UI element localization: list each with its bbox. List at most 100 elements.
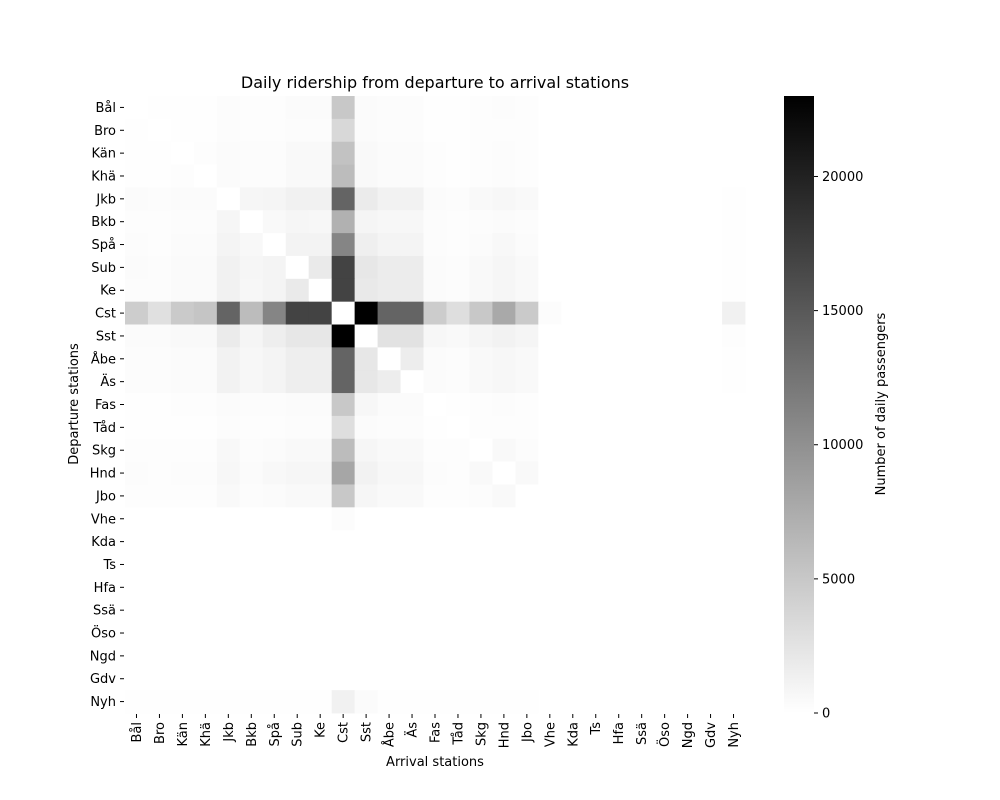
x-axis-ticks: Bål Bro Kän Khä Jkb Bkb Spå Sub Ke Cst Sst Åbe Äs Fas…	[130, 714, 742, 748]
heatmap-cell	[469, 278, 493, 303]
heatmap-cell	[630, 393, 654, 417]
heatmap-cell	[469, 598, 493, 622]
heatmap-cell	[331, 233, 356, 257]
heatmap-cell	[262, 141, 287, 165]
y-tick-label: Skg	[92, 444, 116, 459]
heatmap-cell	[446, 210, 470, 234]
heatmap-cell	[676, 507, 700, 531]
heatmap-cell	[722, 598, 746, 622]
heatmap-cell	[630, 553, 654, 577]
heatmap-cell	[607, 644, 631, 668]
heatmap-cell	[722, 301, 746, 325]
heatmap-cell	[377, 644, 401, 668]
heatmap-cell	[193, 187, 218, 211]
heatmap-cell	[262, 278, 287, 303]
heatmap-cell	[262, 553, 287, 577]
heatmap-cell	[125, 644, 149, 668]
heatmap-cell	[239, 644, 264, 668]
heatmap-cell	[354, 438, 378, 463]
y-tick-label: Ngd	[90, 649, 116, 664]
x-tick-label: Kän	[176, 722, 191, 747]
heatmap-cell	[262, 690, 287, 714]
y-tick-label: Åbe	[91, 351, 116, 367]
heatmap-cell	[216, 393, 241, 417]
heatmap-cell	[630, 141, 654, 165]
heatmap-cell	[699, 278, 723, 303]
heatmap-cell	[193, 393, 218, 417]
heatmap-cell	[285, 621, 310, 645]
heatmap-cell	[193, 324, 218, 348]
heatmap-cell	[308, 278, 333, 303]
heatmap-cell	[630, 324, 654, 348]
heatmap-cell	[125, 118, 149, 143]
heatmap-cell	[722, 393, 746, 417]
heatmap-cell	[125, 370, 149, 394]
heatmap-cell	[285, 96, 310, 120]
heatmap-cell	[492, 598, 516, 622]
heatmap-cell	[423, 233, 447, 257]
heatmap-cell	[262, 233, 287, 257]
heatmap-cell	[193, 461, 218, 485]
heatmap-cell	[400, 255, 424, 280]
heatmap-cell	[377, 461, 401, 485]
colorbar-tick-label: 5000	[822, 572, 855, 587]
heatmap-cell	[538, 621, 562, 645]
heatmap-cell	[262, 621, 287, 645]
heatmap-cell	[285, 438, 310, 463]
heatmap-cell	[216, 255, 241, 280]
heatmap-cell	[676, 278, 700, 303]
heatmap-cell	[722, 438, 746, 463]
y-tick-label: Tåd	[92, 421, 116, 436]
heatmap-cell	[653, 187, 677, 211]
heatmap-cell	[400, 667, 424, 691]
heatmap-cell	[653, 598, 677, 622]
y-axis-label: Departure stations	[67, 343, 82, 465]
heatmap-cell	[722, 96, 746, 120]
heatmap-cell	[423, 96, 447, 120]
heatmap-cell	[538, 690, 562, 714]
heatmap-cell	[239, 530, 264, 554]
heatmap-cell	[400, 164, 424, 188]
heatmap-cell	[354, 233, 378, 257]
x-tick-label: Gdv	[704, 722, 719, 748]
heatmap-cell	[377, 233, 401, 257]
heatmap-cell	[653, 278, 677, 303]
heatmap-cell	[170, 301, 195, 325]
colorbar-tick-label: 10000	[822, 438, 863, 453]
heatmap-cell	[147, 164, 172, 188]
heatmap-cell	[722, 415, 746, 440]
heatmap-cell	[446, 667, 470, 691]
heatmap-cell	[400, 210, 424, 234]
heatmap-cell	[469, 621, 493, 645]
heatmap-cell	[699, 347, 723, 371]
x-tick-label: Ts	[589, 722, 604, 736]
heatmap-cell	[561, 370, 585, 394]
heatmap-cell	[469, 255, 493, 280]
heatmap-cell	[653, 667, 677, 691]
colorbar-tick-label: 20000	[822, 170, 863, 185]
heatmap-cell	[630, 255, 654, 280]
heatmap-cell	[515, 507, 539, 531]
heatmap-cell	[492, 324, 516, 348]
y-tick-label: Ssä	[93, 604, 116, 619]
heatmap-cell	[722, 461, 746, 485]
heatmap-cell	[400, 187, 424, 211]
heatmap-cell	[308, 96, 333, 120]
heatmap-cell	[354, 210, 378, 234]
heatmap-cell	[125, 324, 149, 348]
heatmap-cell	[125, 461, 149, 485]
heatmap-cell	[216, 621, 241, 645]
heatmap-cell	[699, 324, 723, 348]
heatmap-cell	[262, 255, 287, 280]
heatmap-cell	[285, 255, 310, 280]
heatmap-cell	[722, 164, 746, 188]
heatmap-cell	[538, 667, 562, 691]
heatmap-cell	[216, 233, 241, 257]
heatmap-cell	[239, 667, 264, 691]
heatmap-cell	[561, 141, 585, 165]
heatmap-cell	[147, 530, 172, 554]
heatmap-cell	[239, 210, 264, 234]
heatmap-cell	[676, 164, 700, 188]
heatmap-cell	[170, 96, 195, 120]
y-tick-label: Bro	[94, 124, 116, 139]
